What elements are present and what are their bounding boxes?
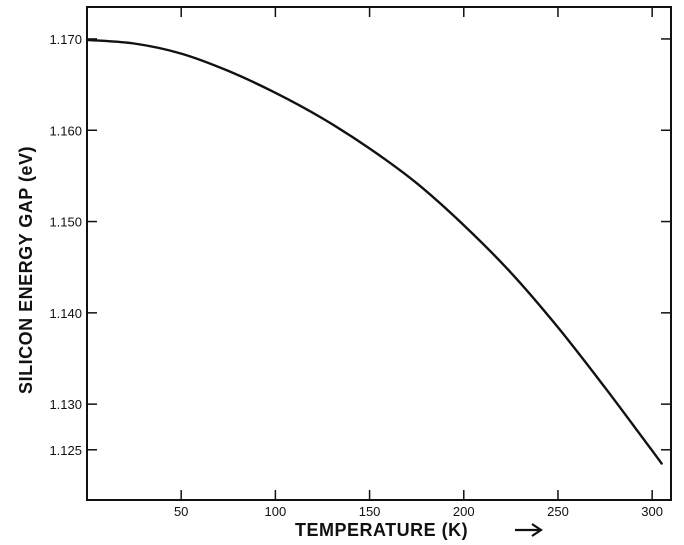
y-tick-label: 1.160 <box>49 123 82 138</box>
ticks <box>87 7 671 500</box>
y-axis-title: SILICON ENERGY GAP (eV) <box>16 146 36 394</box>
x-tick-label: 100 <box>265 504 287 519</box>
tick-labels: 50 100 150 200 250 300 1.125 1.130 1.140 1.150 1.1… <box>49 32 663 519</box>
series-line <box>85 38 663 465</box>
y-tick-label: 1.125 <box>49 443 82 458</box>
y-tick-label: 1.170 <box>49 32 82 47</box>
x-tick-label: 150 <box>359 504 381 519</box>
x-tick-label: 300 <box>641 504 663 519</box>
x-axis-arrow <box>515 523 543 537</box>
x-tick-label: 250 <box>547 504 569 519</box>
y-tick-label: 1.150 <box>49 215 82 230</box>
plot-frame <box>86 6 672 501</box>
x-axis-title: TEMPERATURE (K) <box>295 520 468 540</box>
x-tick-label: 50 <box>174 504 188 519</box>
y-tick-label: 1.140 <box>49 306 82 321</box>
y-tick-label: 1.130 <box>49 397 82 412</box>
x-tick-label: 200 <box>453 504 475 519</box>
